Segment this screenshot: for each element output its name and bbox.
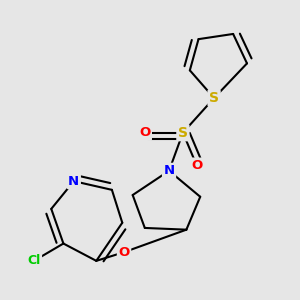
Text: O: O [118,246,130,259]
Text: N: N [164,164,175,177]
Text: S: S [209,91,219,105]
Text: O: O [191,159,202,172]
Text: Cl: Cl [27,254,40,267]
Text: N: N [68,175,80,188]
Text: O: O [139,126,150,139]
Text: S: S [178,126,188,140]
